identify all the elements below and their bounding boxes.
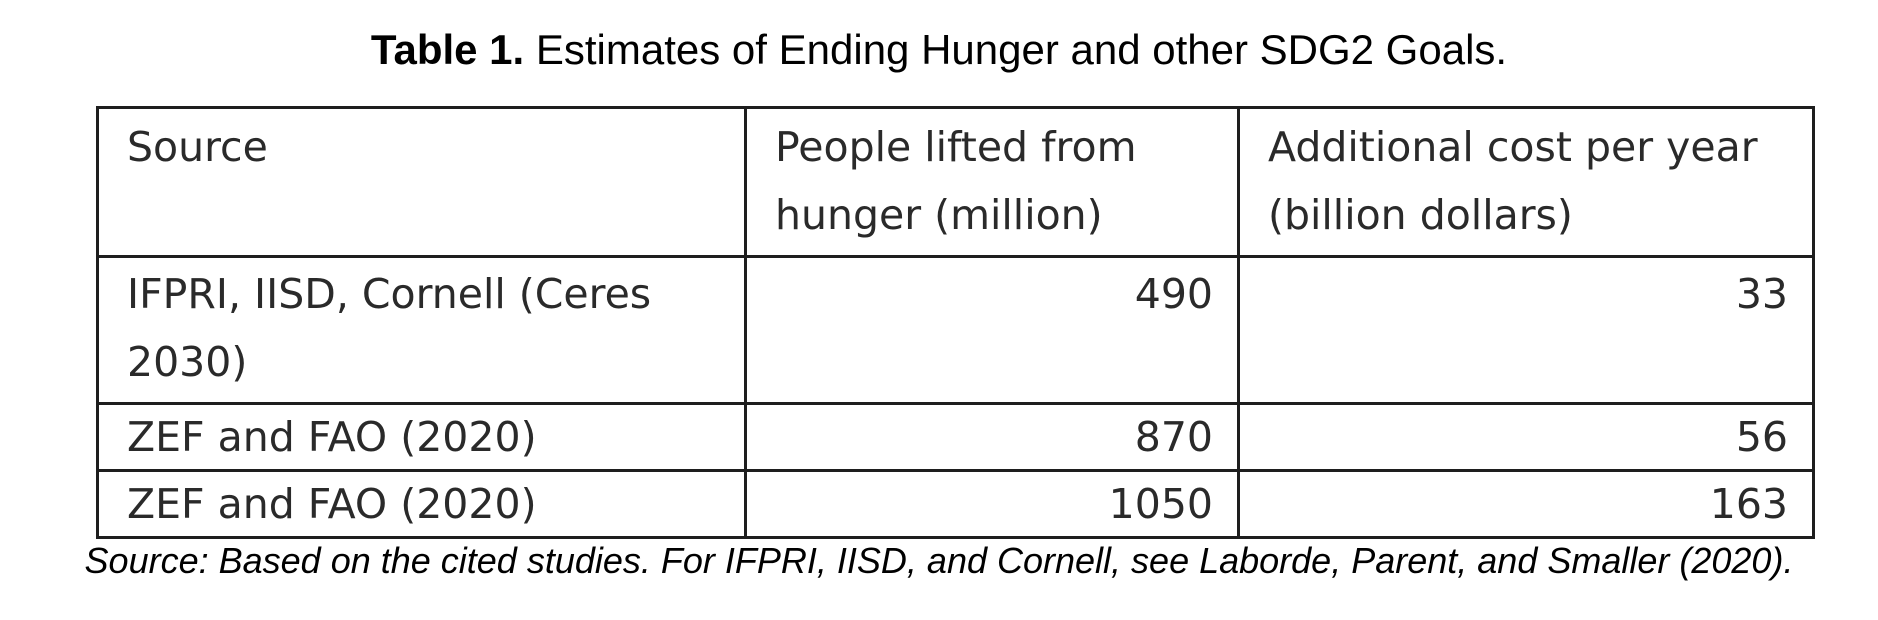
table-row: ZEF and FAO (2020) 870 56	[96, 402, 1815, 472]
cell-source: ZEF and FAO (2020)	[96, 469, 747, 539]
header-additional-cost: Additional cost per year (billion dollar…	[1237, 106, 1815, 258]
estimates-table: Source People lifted from hunger (millio…	[96, 106, 1815, 539]
table-header-row: Source People lifted from hunger (millio…	[96, 106, 1815, 258]
table-caption: Table 1. Estimates of Ending Hunger and …	[0, 24, 1878, 76]
cell-source: ZEF and FAO (2020)	[96, 402, 747, 472]
cell-additional-cost: 33	[1237, 255, 1815, 405]
cell-source: IFPRI, IISD, Cornell (Ceres 2030)	[96, 255, 747, 405]
header-people-lifted: People lifted from hunger (million)	[744, 106, 1240, 258]
cell-people-lifted: 1050	[744, 469, 1240, 539]
cell-people-lifted: 490	[744, 255, 1240, 405]
cell-additional-cost: 163	[1237, 469, 1815, 539]
cell-people-lifted: 870	[744, 402, 1240, 472]
table-caption-label: Table 1.	[370, 26, 525, 73]
header-source: Source	[96, 106, 747, 258]
table-row: IFPRI, IISD, Cornell (Ceres 2030) 490 33	[96, 255, 1815, 405]
table-caption-text: Estimates of Ending Hunger and other SDG…	[535, 26, 1508, 73]
source-footnote: Source: Based on the cited studies. For …	[84, 540, 1794, 581]
table-row: ZEF and FAO (2020) 1050 163	[96, 469, 1815, 539]
cell-additional-cost: 56	[1237, 402, 1815, 472]
